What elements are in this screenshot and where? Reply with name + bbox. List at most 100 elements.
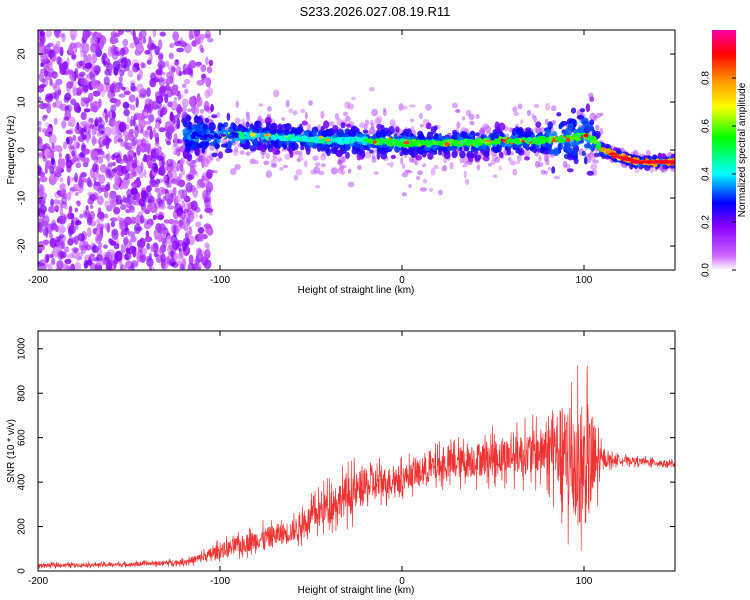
spectrogram-cell	[265, 170, 273, 179]
spectrogram-cell	[498, 151, 504, 158]
spectrogram-cell	[438, 132, 443, 141]
spectrogram-cell	[97, 123, 105, 135]
spectrogram-cell	[289, 134, 295, 139]
spectrogram-cell	[408, 183, 412, 188]
spectrogram-cell	[274, 142, 279, 149]
spectrogram-cell	[179, 263, 185, 270]
spectrogram-cell	[270, 122, 278, 132]
spectrogram-cell	[124, 222, 129, 233]
spectrogram-cell	[280, 124, 288, 133]
spectrogram-cell	[83, 52, 88, 63]
spectrogram-cell	[140, 161, 144, 173]
spectrogram-cell	[336, 151, 343, 158]
colorbar-label: Normalized spectral amplitude	[737, 82, 748, 217]
colorbar-tick-label: 0.2	[701, 215, 712, 229]
spectrogram-cell	[70, 219, 74, 230]
spectrogram-cell	[147, 202, 153, 211]
spectrogram-cell	[263, 139, 268, 144]
spectrogram-cell	[130, 30, 135, 36]
spectrogram-cell	[78, 60, 85, 67]
spectrogram-cell	[432, 135, 440, 140]
spectrogram-cell	[86, 227, 92, 238]
spectrogram-cell	[59, 177, 64, 183]
spectrogram-cell	[167, 218, 176, 225]
spectrogram-cell	[332, 125, 339, 132]
spectrogram-cell	[163, 174, 168, 182]
spectrogram-cell	[103, 60, 108, 66]
spectrogram-cell	[45, 255, 50, 263]
spectrogram-cell	[68, 44, 74, 55]
spectrogram-cell	[38, 184, 45, 196]
spectrogram-cell	[591, 129, 597, 138]
spectrogram-cell	[113, 258, 117, 270]
spectrogram-cell	[176, 161, 180, 172]
spectrogram-cell	[498, 165, 502, 171]
spectrogram-cell	[81, 42, 90, 54]
spectrogram-cell	[59, 33, 65, 38]
spectrogram-cell	[125, 247, 131, 254]
spectrogram-cell	[124, 252, 132, 261]
spectrogram-cell	[158, 186, 166, 196]
spectrogram-cell	[295, 169, 303, 176]
spectrogram-cell	[39, 171, 46, 177]
spectrogram-cell	[482, 123, 489, 130]
spectrogram-cell	[409, 140, 414, 144]
spectrogram-cell	[124, 235, 129, 246]
spectrogram-cell	[200, 64, 207, 73]
spectrogram-cell	[47, 68, 55, 78]
spectrogram-cell	[538, 155, 542, 162]
spectrogram-cell	[158, 64, 163, 70]
spectrogram-cell	[174, 96, 177, 102]
spectrogram-cell	[476, 164, 481, 171]
spectrogram-cell	[234, 164, 241, 170]
spectrogram-cell	[156, 101, 162, 109]
spectrogram-cell	[40, 68, 48, 74]
spectrogram-cell	[58, 63, 65, 71]
spectrogram-cell	[112, 60, 121, 72]
spectrogram-cell	[129, 42, 135, 49]
spectrogram-cell	[509, 160, 516, 166]
spectrogram-cell	[68, 116, 76, 128]
spectrogram-cell	[617, 156, 623, 159]
spectrogram-cell	[238, 134, 244, 138]
spectrogram-cell	[359, 122, 366, 128]
spectrogram-cell	[593, 152, 600, 158]
spectrogram-cell	[39, 55, 48, 63]
spectrogram-cell	[106, 181, 111, 189]
spectrogram-cell	[419, 123, 424, 128]
spectrogram-cell	[63, 205, 69, 210]
spectrogram-cell	[590, 150, 594, 155]
spectrogram-cell	[493, 174, 498, 178]
spectrogram-cell	[159, 85, 167, 94]
spectrogram-cell	[172, 142, 180, 151]
spectrogram-cell	[72, 86, 77, 97]
spectrogram-cell	[652, 160, 658, 164]
spectrogram-cell	[94, 159, 99, 164]
spectrogram-cell	[126, 115, 130, 123]
spectrogram-cell	[54, 145, 62, 152]
spectrogram-cell	[95, 48, 103, 58]
spectrogram-cell	[82, 123, 90, 129]
spectrogram-cell	[113, 120, 117, 126]
spectrogram-cell	[187, 121, 193, 127]
spectrogram-cell	[357, 164, 362, 171]
spectrogram-cell	[568, 122, 574, 130]
spectrogram-cell	[191, 131, 199, 136]
spectrogram-cell	[118, 217, 126, 227]
spectrogram-cell	[267, 140, 271, 150]
spectrogram-cell	[156, 78, 165, 83]
spectrogram-cell	[272, 146, 280, 155]
spectrogram-cell	[54, 225, 59, 233]
spectrogram-cell	[304, 111, 308, 120]
spectrogram-cell	[481, 142, 487, 151]
spectrogram-cell	[184, 88, 189, 95]
spectrogram-cell	[68, 205, 73, 214]
spectrogram-cell	[286, 137, 291, 141]
spectrogram-cell	[506, 148, 512, 156]
spectrogram-cell	[195, 61, 201, 68]
spectrogram-cell	[345, 143, 351, 151]
spectrogram-cell	[555, 137, 561, 141]
spectrogram-cell	[339, 130, 344, 139]
spectrogram-cell	[76, 86, 84, 92]
spectrogram-cell	[124, 238, 131, 248]
